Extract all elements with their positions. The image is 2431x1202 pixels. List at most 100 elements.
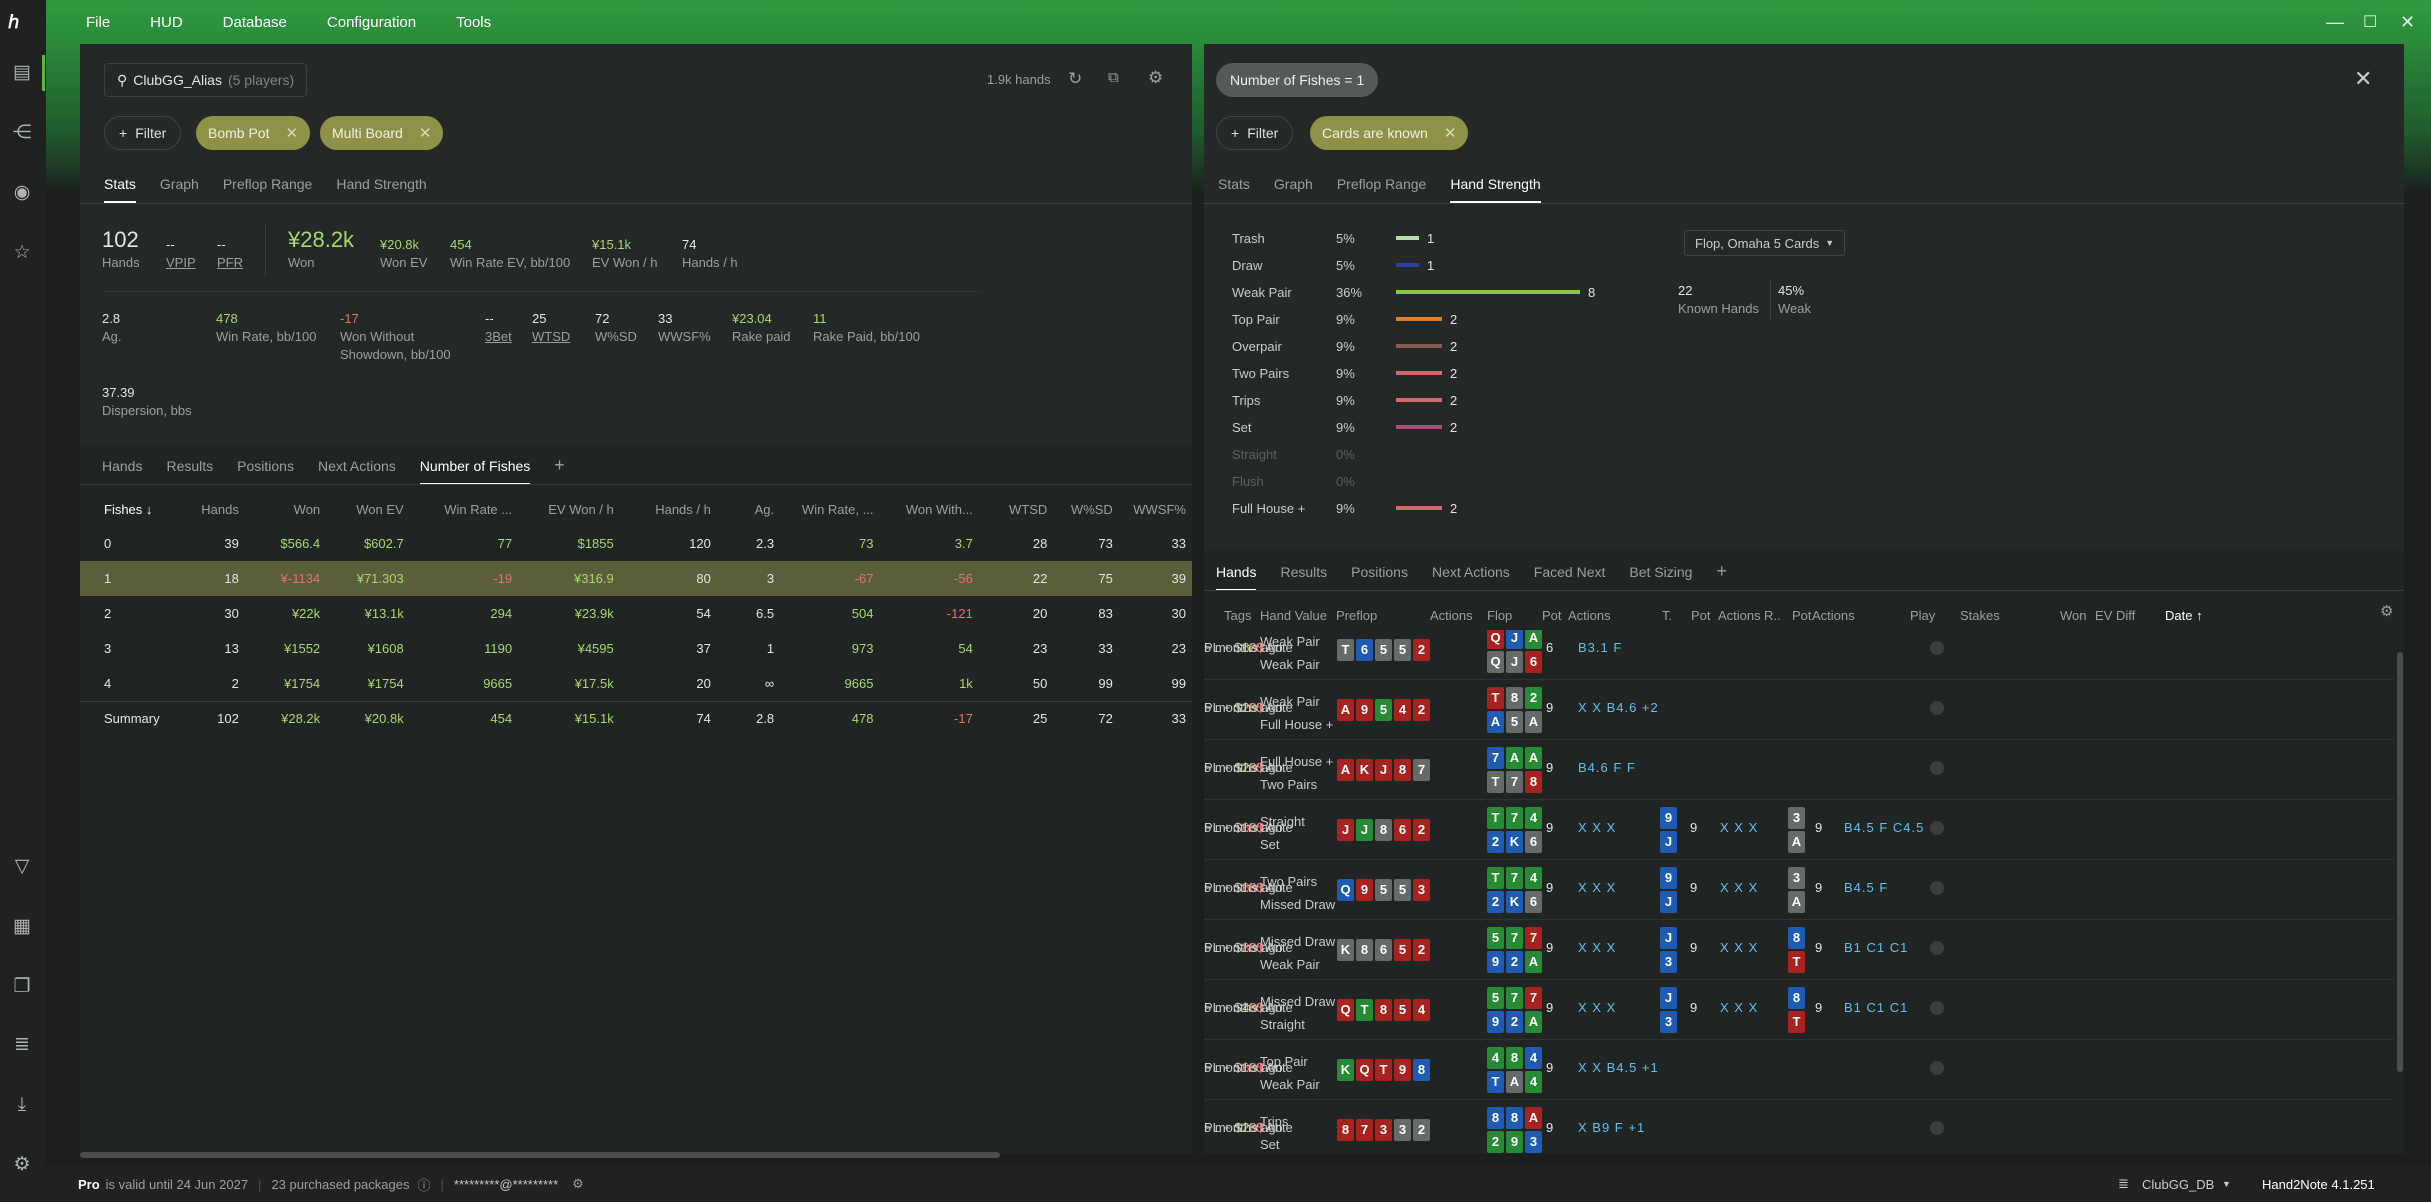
column-header[interactable]: EV Diff	[2095, 608, 2136, 623]
column-header[interactable]: Won EV	[356, 501, 404, 517]
download-icon[interactable]: ⤓	[17, 1094, 27, 1115]
replay-icon[interactable]	[1930, 701, 1944, 715]
hand-strength-row[interactable]: Weak Pair 36% 8	[1232, 282, 1595, 302]
menu-configuration[interactable]: Configuration	[326, 13, 417, 31]
column-header[interactable]: W%SD	[1070, 501, 1113, 517]
table-row[interactable]: 3 13 ¥1552 ¥1608 1190 ¥4595 37 1 973 54 23 33 23	[80, 631, 1192, 666]
tab-stats[interactable]: Stats	[1218, 176, 1250, 192]
table-settings-icon[interactable]: ⚙	[2380, 603, 2394, 620]
chevron-down-icon[interactable]: ▼	[2222, 1179, 2231, 1189]
column-header[interactable]: Actions	[1812, 608, 1855, 623]
layout-icon[interactable]: ▦	[13, 916, 31, 937]
tab-faced-next[interactable]: Faced Next	[1533, 564, 1606, 580]
column-header[interactable]: Won With...	[905, 501, 973, 517]
info-icon[interactable]: ⓘ	[417, 1177, 431, 1193]
street-dropdown[interactable]: Flop, Omaha 5 Cards ▼	[1684, 230, 1846, 256]
replay-icon[interactable]	[1930, 941, 1944, 955]
replay-icon[interactable]	[1930, 641, 1944, 655]
broadcast-icon[interactable]: ◉	[13, 182, 31, 203]
menu-tools[interactable]: Tools	[456, 13, 492, 31]
hand-row[interactable]: Weak Pair Full House + A 9 5 4 2 T 8 2 A 5 A 9 X X B4.…	[1204, 680, 2394, 740]
remove-chip-icon[interactable]: ✕	[1443, 125, 1457, 142]
panel-settings-icon[interactable]: ⚙	[1148, 68, 1164, 87]
tab-results[interactable]: Results	[1280, 564, 1328, 580]
chip-cards-are-known[interactable]: Cards are known ✕	[1310, 116, 1469, 150]
account-settings-icon[interactable]: ⚙	[572, 1176, 584, 1191]
tab-graph[interactable]: Graph	[1273, 176, 1313, 192]
add-tab-icon[interactable]: +	[1716, 561, 1727, 581]
column-header[interactable]: Hand Value	[1260, 608, 1327, 623]
database-icon[interactable]: ≣	[14, 1034, 30, 1055]
hand-strength-row[interactable]: Overpair 9% 2	[1232, 336, 1457, 356]
hand-strength-row[interactable]: Trash 5% 1	[1232, 228, 1434, 248]
hand-strength-row[interactable]: Trips 9% 2	[1232, 390, 1457, 410]
tab-hands[interactable]: Hands	[1216, 564, 1257, 591]
tab-stats[interactable]: Stats	[104, 176, 136, 203]
hand-strength-row[interactable]: Set 9% 2	[1232, 417, 1457, 437]
menu-hud[interactable]: HUD	[150, 13, 183, 31]
maximize-icon[interactable]: ☐	[2363, 14, 2378, 31]
settings-icon[interactable]: ⚙	[13, 1154, 31, 1175]
column-header[interactable]: Won	[293, 501, 321, 517]
column-header[interactable]: R..	[1764, 608, 1781, 623]
player-selector[interactable]: ⚲ ClubGG_Alias (5 players)	[104, 63, 308, 97]
column-header[interactable]: Hands	[201, 501, 239, 517]
tab-positions[interactable]: Positions	[1351, 564, 1408, 580]
replay-icon[interactable]	[1930, 881, 1944, 895]
tab-hands[interactable]: Hands	[102, 458, 143, 474]
column-header[interactable]: Play	[1910, 608, 1936, 623]
menu-file[interactable]: File	[86, 13, 111, 31]
hand-row[interactable]: Weak Pair Weak Pair T 6 5 5 2 Q J A Q J 6 6 B3.1 F PL +…	[1204, 630, 2394, 680]
hand-strength-row[interactable]: Flush 0%	[1232, 471, 1396, 491]
tab-results[interactable]: Results	[166, 458, 214, 474]
database-selector[interactable]: ClubGG_DB	[2142, 1176, 2215, 1192]
hand-strength-row[interactable]: Draw 5% 1	[1232, 255, 1434, 275]
column-header[interactable]: Actions	[1568, 608, 1611, 623]
refresh-icon[interactable]: ↻	[1068, 69, 1083, 88]
column-header[interactable]: Ag.	[754, 501, 775, 517]
menu-database[interactable]: Database	[222, 13, 287, 31]
remove-chip-icon[interactable]: ✕	[418, 125, 432, 142]
replay-icon[interactable]	[1930, 761, 1944, 775]
column-header[interactable]: WTSD	[1009, 501, 1048, 517]
replay-icon[interactable]	[1930, 821, 1944, 835]
hand-row[interactable]: Top Pair Weak Pair K Q T 9 8 4 8 4 T A 4 9 X X B4.5 +1…	[1204, 1040, 2394, 1100]
tab-bet-sizing[interactable]: Bet Sizing	[1629, 564, 1693, 580]
filter-button[interactable]: + Filter	[104, 116, 182, 150]
tab-preflop-range[interactable]: Preflop Range	[222, 176, 313, 192]
tab-hand-strength[interactable]: Hand Strength	[336, 176, 427, 192]
share-icon[interactable]: ⋲	[12, 122, 32, 143]
column-header[interactable]: Hands / h	[655, 501, 711, 517]
column-header[interactable]: Flop	[1487, 608, 1513, 623]
chip-number-of-fishes[interactable]: Number of Fishes = 1	[1216, 63, 1379, 97]
replay-icon[interactable]	[1930, 1001, 1944, 1015]
filter-button[interactable]: + Filter	[1216, 116, 1294, 150]
table-row[interactable]: 1 18 ¥-1134 ¥71.303 -19 ¥316.9 80 3 -67 -56 22 75 39	[80, 561, 1192, 596]
summary-row[interactable]: Summary 102 ¥28.2k ¥20.8k 454 ¥15.1k 74 2.8 478-…	[80, 700, 1192, 736]
hand-strength-row[interactable]: Two Pairs 9% 2	[1232, 363, 1457, 383]
column-header[interactable]: Pot	[1691, 608, 1711, 623]
hand-strength-row[interactable]: Top Pair 9% 2	[1232, 309, 1457, 329]
filter-icon[interactable]: ▽	[14, 856, 30, 877]
horizontal-scrollbar[interactable]	[80, 1152, 1000, 1158]
windows-icon[interactable]: ❐	[13, 976, 31, 997]
column-header[interactable]: Date ↑	[2165, 608, 2203, 623]
column-header[interactable]: WWSF%	[1133, 501, 1186, 517]
close-window-icon[interactable]: ✕	[2400, 11, 2416, 32]
column-header[interactable]: T.	[1662, 608, 1673, 623]
column-header[interactable]: Fishes ↓	[104, 501, 153, 517]
column-header[interactable]: Actions	[1718, 608, 1761, 623]
hand-row[interactable]: Full House + Two Pairs A K J 8 7 7 A A T 7 8 9 B4.6 F …	[1204, 740, 2394, 800]
tab-hand-strength[interactable]: Hand Strength	[1450, 176, 1541, 203]
hand-row[interactable]: Trips Set 8 7 3 3 2 8 8 A 2 9 3 9 X B9 F +1 PL + $180 A…	[1204, 1100, 2394, 1154]
tab-preflop-range[interactable]: Preflop Range	[1336, 176, 1427, 192]
table-row[interactable]: 4 2 ¥1754 ¥1754 9665 ¥17.5k 20 ∞ 9665 1k 50 99 99	[80, 666, 1192, 701]
tab-positions[interactable]: Positions	[237, 458, 294, 474]
replay-icon[interactable]	[1930, 1121, 1944, 1135]
column-header[interactable]: Pot	[1792, 608, 1812, 623]
column-header[interactable]: Win Rate ...	[444, 501, 513, 517]
minimize-icon[interactable]: —	[2326, 11, 2344, 32]
